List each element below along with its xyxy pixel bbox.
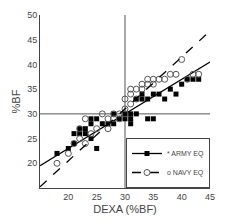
svg-text:50: 50 (27, 10, 37, 20)
svg-text:45: 45 (205, 192, 215, 202)
svg-text:20: 20 (27, 158, 37, 168)
svg-text:* ARMY EQ: * ARMY EQ (167, 150, 204, 158)
svg-text:25: 25 (92, 192, 102, 202)
svg-text:o NAVY EQ: o NAVY EQ (167, 169, 204, 177)
svg-text:20: 20 (63, 192, 73, 202)
svg-text:45: 45 (27, 35, 37, 45)
svg-text:%BF: %BF (10, 89, 22, 113)
svg-text:25: 25 (27, 134, 37, 144)
svg-text:30: 30 (120, 192, 130, 202)
svg-text:35: 35 (148, 192, 158, 202)
svg-text:30: 30 (27, 109, 37, 119)
svg-text:35: 35 (27, 84, 37, 94)
svg-text:40: 40 (27, 60, 37, 70)
svg-text:40: 40 (177, 192, 187, 202)
svg-text:DEXA (%BF): DEXA (%BF) (93, 203, 157, 215)
